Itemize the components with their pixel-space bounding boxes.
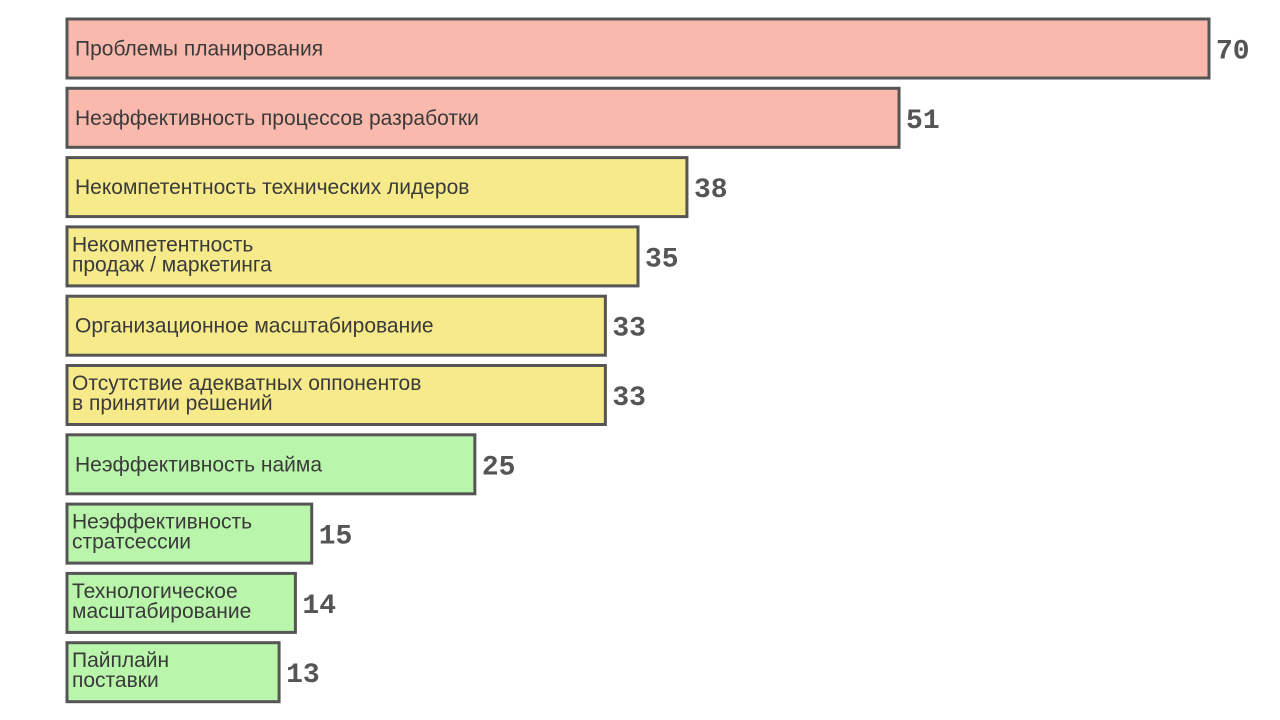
bar-group: Организационное масштабирование 33 (65, 294, 646, 357)
bar-category-label-line: Пайплайн (72, 649, 169, 672)
bar-value-label: 25 (482, 452, 516, 483)
bars-layer: Проблемы планирования 70 Неэффективность п… (65, 17, 1250, 704)
bar (65, 433, 477, 496)
bar-group: Неэффективность процессов разработки 51 (65, 86, 940, 149)
bar (65, 17, 1211, 80)
bar-value-label: 38 (694, 175, 728, 206)
bar-category-label: Неэффективность стратсессии (72, 511, 252, 554)
bar-category-label-line: поставки (72, 669, 159, 692)
bar (65, 86, 901, 149)
bar-category-label: Проблемы планирования (75, 38, 323, 61)
bar-category-label: Некомпетентность продаж / маркетинга (72, 233, 272, 276)
bar-group: Технологическое масштабирование 14 (65, 571, 336, 634)
bar-value-label: 15 (319, 522, 353, 553)
bar-category-label-line: стратсессии (72, 531, 191, 554)
bar (65, 225, 640, 288)
bar-value-label: 14 (302, 591, 336, 622)
bar-group: Проблемы планирования 70 (65, 17, 1250, 80)
bar (65, 156, 689, 219)
bar-category-label: Пайплайн поставки (72, 649, 169, 692)
bar-group: Некомпетентность продаж / маркетинга 35 (65, 225, 679, 288)
bar-group: Неэффективность стратсессии 15 (65, 502, 353, 565)
bar-category-label: Некомпетентность технических лидеров (75, 176, 469, 199)
bar-category-label-line: масштабирование (72, 600, 251, 623)
bar-group: Неэффективность найма 25 (65, 433, 516, 496)
bar-category-label-line: Отсутствие адекватных оппонентов (72, 372, 421, 395)
bar-group: Пайплайн поставки 13 (65, 641, 320, 704)
bar-category-label-line: продаж / маркетинга (72, 253, 272, 276)
bar (65, 641, 281, 704)
bar (65, 502, 314, 565)
bar-value-label: 70 (1216, 37, 1250, 68)
bar-group: Некомпетентность технических лидеров 38 (65, 156, 728, 219)
bar-value-label: 13 (286, 660, 320, 691)
bar-category-label-line: Технологическое (72, 580, 238, 603)
bar-category-label: Технологическое масштабирование (72, 580, 251, 623)
bar-category-label-line: в принятии решений (72, 392, 273, 415)
bar-value-label: 33 (612, 383, 646, 414)
bar-group: Отсутствие адекватных оппонентов в принят… (65, 364, 646, 426)
bar (65, 294, 607, 357)
bar-value-label: 51 (906, 106, 940, 137)
bar-category-label: Организационное масштабирование (75, 315, 434, 338)
bar-category-label-line: Некомпетентность (72, 233, 253, 256)
bar-value-label: 33 (612, 314, 646, 345)
bar-category-label: Неэффективность процессов разработки (75, 107, 479, 130)
bar (65, 364, 607, 426)
bar-category-label-line: Неэффективность (72, 511, 252, 534)
bar (65, 571, 297, 634)
bar-value-label: 35 (645, 244, 679, 275)
bar-category-label: Отсутствие адекватных оппонентов в принят… (72, 372, 421, 415)
bar-category-label: Неэффективность найма (75, 453, 322, 476)
